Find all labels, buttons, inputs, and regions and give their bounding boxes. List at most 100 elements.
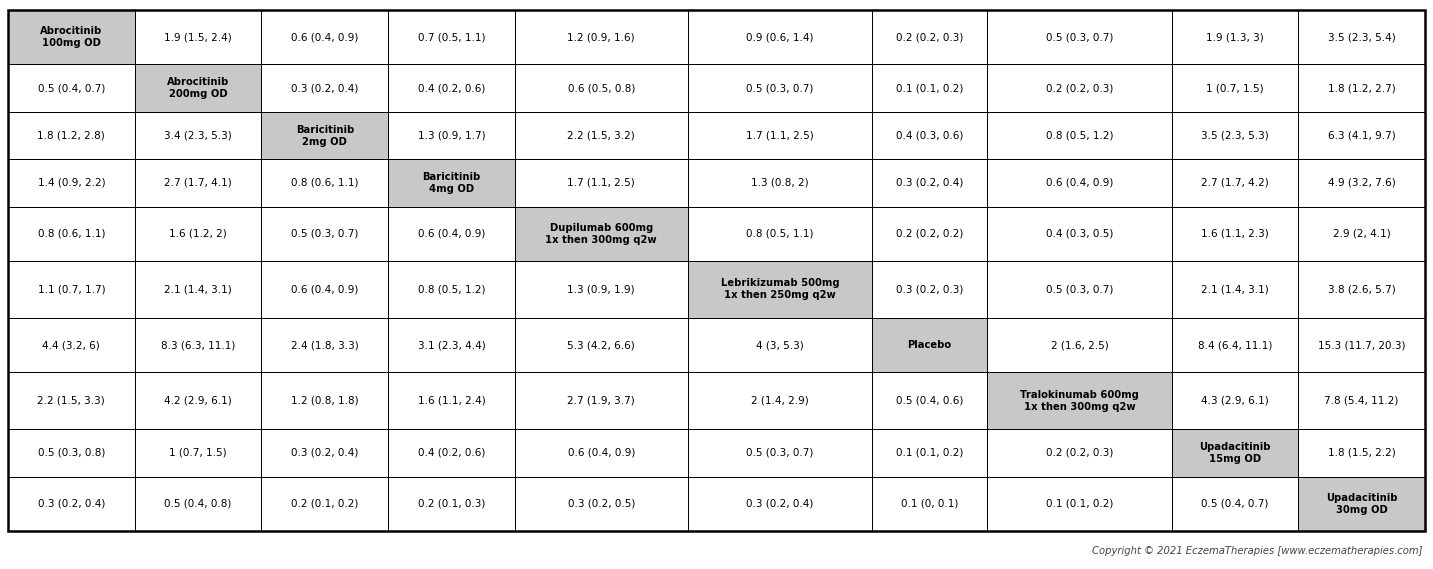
Text: 1.2 (0.9, 1.6): 1.2 (0.9, 1.6) bbox=[567, 32, 635, 42]
Bar bbox=[1172, 318, 1298, 372]
Bar bbox=[1298, 112, 1424, 159]
Text: 0.3 (0.2, 0.4): 0.3 (0.2, 0.4) bbox=[37, 499, 105, 509]
Text: 1.3 (0.8, 2): 1.3 (0.8, 2) bbox=[751, 178, 808, 188]
Bar bbox=[688, 372, 873, 429]
Text: 0.8 (0.6, 1.1): 0.8 (0.6, 1.1) bbox=[291, 178, 358, 188]
Bar bbox=[9, 10, 135, 64]
Text: 1.8 (1.5, 2.2): 1.8 (1.5, 2.2) bbox=[1328, 448, 1396, 458]
Text: 0.5 (0.3, 0.7): 0.5 (0.3, 0.7) bbox=[747, 448, 814, 458]
Bar bbox=[1298, 476, 1424, 531]
Text: 0.5 (0.3, 0.8): 0.5 (0.3, 0.8) bbox=[37, 448, 105, 458]
Bar bbox=[987, 372, 1172, 429]
Text: 0.3 (0.2, 0.3): 0.3 (0.2, 0.3) bbox=[896, 284, 963, 294]
Text: 0.2 (0.1, 0.3): 0.2 (0.1, 0.3) bbox=[418, 499, 486, 509]
Bar bbox=[261, 261, 388, 318]
Bar bbox=[1172, 207, 1298, 261]
Text: 1.3 (0.9, 1.9): 1.3 (0.9, 1.9) bbox=[567, 284, 635, 294]
Bar bbox=[514, 372, 688, 429]
Text: 2.1 (1.4, 3.1): 2.1 (1.4, 3.1) bbox=[1201, 284, 1268, 294]
Text: 4.9 (3.2, 7.6): 4.9 (3.2, 7.6) bbox=[1328, 178, 1396, 188]
Text: 1.9 (1.3, 3): 1.9 (1.3, 3) bbox=[1207, 32, 1264, 42]
Bar bbox=[514, 159, 688, 207]
Text: 1.4 (0.9, 2.2): 1.4 (0.9, 2.2) bbox=[37, 178, 105, 188]
Bar bbox=[1298, 159, 1424, 207]
Text: 7.8 (5.4, 11.2): 7.8 (5.4, 11.2) bbox=[1324, 396, 1399, 406]
Bar bbox=[688, 318, 873, 372]
Text: 1.6 (1.2, 2): 1.6 (1.2, 2) bbox=[169, 229, 226, 239]
Bar bbox=[9, 429, 135, 476]
Text: 0.6 (0.5, 0.8): 0.6 (0.5, 0.8) bbox=[567, 83, 635, 93]
Text: 1.8 (1.2, 2.7): 1.8 (1.2, 2.7) bbox=[1328, 83, 1396, 93]
Text: 0.2 (0.1, 0.2): 0.2 (0.1, 0.2) bbox=[291, 499, 358, 509]
Bar bbox=[514, 64, 688, 112]
Text: 0.2 (0.2, 0.3): 0.2 (0.2, 0.3) bbox=[1046, 448, 1113, 458]
Text: 0.4 (0.3, 0.5): 0.4 (0.3, 0.5) bbox=[1046, 229, 1113, 239]
Text: 0.7 (0.5, 1.1): 0.7 (0.5, 1.1) bbox=[418, 32, 486, 42]
Text: 1 (0.7, 1.5): 1 (0.7, 1.5) bbox=[1207, 83, 1264, 93]
Text: 0.5 (0.4, 0.8): 0.5 (0.4, 0.8) bbox=[165, 499, 232, 509]
Text: 3.5 (2.3, 5.3): 3.5 (2.3, 5.3) bbox=[1201, 130, 1268, 141]
Bar bbox=[873, 64, 987, 112]
Text: 1.9 (1.5, 2.4): 1.9 (1.5, 2.4) bbox=[165, 32, 232, 42]
Text: 2.2 (1.5, 3.2): 2.2 (1.5, 3.2) bbox=[567, 130, 635, 141]
Text: 2.4 (1.8, 3.3): 2.4 (1.8, 3.3) bbox=[291, 340, 358, 350]
Text: 3.5 (2.3, 5.4): 3.5 (2.3, 5.4) bbox=[1328, 32, 1396, 42]
Text: 1.7 (1.1, 2.5): 1.7 (1.1, 2.5) bbox=[567, 178, 635, 188]
Bar bbox=[388, 159, 514, 207]
Text: 1.3 (0.9, 1.7): 1.3 (0.9, 1.7) bbox=[418, 130, 486, 141]
Text: 15.3 (11.7, 20.3): 15.3 (11.7, 20.3) bbox=[1318, 340, 1406, 350]
Text: 0.4 (0.2, 0.6): 0.4 (0.2, 0.6) bbox=[418, 83, 486, 93]
Text: 2.7 (1.7, 4.1): 2.7 (1.7, 4.1) bbox=[165, 178, 232, 188]
Text: 0.5 (0.3, 0.7): 0.5 (0.3, 0.7) bbox=[747, 83, 814, 93]
Bar bbox=[987, 318, 1172, 372]
Text: 2.2 (1.5, 3.3): 2.2 (1.5, 3.3) bbox=[37, 396, 105, 406]
Bar bbox=[688, 112, 873, 159]
Bar bbox=[261, 207, 388, 261]
Text: 0.5 (0.4, 0.7): 0.5 (0.4, 0.7) bbox=[37, 83, 105, 93]
Bar bbox=[261, 476, 388, 531]
Text: Placebo: Placebo bbox=[907, 340, 952, 350]
Text: 0.5 (0.4, 0.6): 0.5 (0.4, 0.6) bbox=[896, 396, 963, 406]
Bar bbox=[1298, 207, 1424, 261]
Text: 0.6 (0.4, 0.9): 0.6 (0.4, 0.9) bbox=[418, 229, 486, 239]
Bar bbox=[388, 476, 514, 531]
Text: 4 (3, 5.3): 4 (3, 5.3) bbox=[757, 340, 804, 350]
Bar bbox=[514, 207, 688, 261]
Bar bbox=[1172, 64, 1298, 112]
Bar bbox=[987, 159, 1172, 207]
Text: 0.8 (0.5, 1.1): 0.8 (0.5, 1.1) bbox=[747, 229, 814, 239]
Bar bbox=[135, 429, 261, 476]
Text: 0.3 (0.2, 0.4): 0.3 (0.2, 0.4) bbox=[291, 448, 358, 458]
Bar bbox=[135, 64, 261, 112]
Bar bbox=[688, 64, 873, 112]
Text: 3.1 (2.3, 4.4): 3.1 (2.3, 4.4) bbox=[417, 340, 486, 350]
Text: 0.2 (0.2, 0.3): 0.2 (0.2, 0.3) bbox=[1046, 83, 1113, 93]
Bar bbox=[987, 476, 1172, 531]
Bar bbox=[1172, 10, 1298, 64]
Bar bbox=[261, 64, 388, 112]
Text: 1.8 (1.2, 2.8): 1.8 (1.2, 2.8) bbox=[37, 130, 105, 141]
Text: 0.1 (0.1, 0.2): 0.1 (0.1, 0.2) bbox=[1046, 499, 1113, 509]
Bar bbox=[388, 112, 514, 159]
Bar bbox=[514, 429, 688, 476]
Text: Abrocitinib
200mg OD: Abrocitinib 200mg OD bbox=[168, 77, 229, 99]
Text: 0.1 (0, 0.1): 0.1 (0, 0.1) bbox=[901, 499, 959, 509]
Text: 0.5 (0.4, 0.7): 0.5 (0.4, 0.7) bbox=[1201, 499, 1268, 509]
Text: Upadacitinib
30mg OD: Upadacitinib 30mg OD bbox=[1326, 493, 1397, 515]
Bar bbox=[135, 159, 261, 207]
Bar bbox=[987, 207, 1172, 261]
Text: 4.2 (2.9, 6.1): 4.2 (2.9, 6.1) bbox=[165, 396, 232, 406]
Text: 8.3 (6.3, 11.1): 8.3 (6.3, 11.1) bbox=[160, 340, 235, 350]
Bar bbox=[987, 10, 1172, 64]
Bar bbox=[514, 112, 688, 159]
Text: 1 (0.7, 1.5): 1 (0.7, 1.5) bbox=[169, 448, 226, 458]
Bar bbox=[514, 318, 688, 372]
Text: 0.8 (0.6, 1.1): 0.8 (0.6, 1.1) bbox=[37, 229, 105, 239]
Text: 8.4 (6.4, 11.1): 8.4 (6.4, 11.1) bbox=[1198, 340, 1273, 350]
Bar bbox=[261, 159, 388, 207]
Text: 0.5 (0.3, 0.7): 0.5 (0.3, 0.7) bbox=[291, 229, 358, 239]
Text: 1.7 (1.1, 2.5): 1.7 (1.1, 2.5) bbox=[747, 130, 814, 141]
Bar bbox=[688, 207, 873, 261]
Text: 0.1 (0.1, 0.2): 0.1 (0.1, 0.2) bbox=[896, 83, 963, 93]
Bar bbox=[9, 64, 135, 112]
